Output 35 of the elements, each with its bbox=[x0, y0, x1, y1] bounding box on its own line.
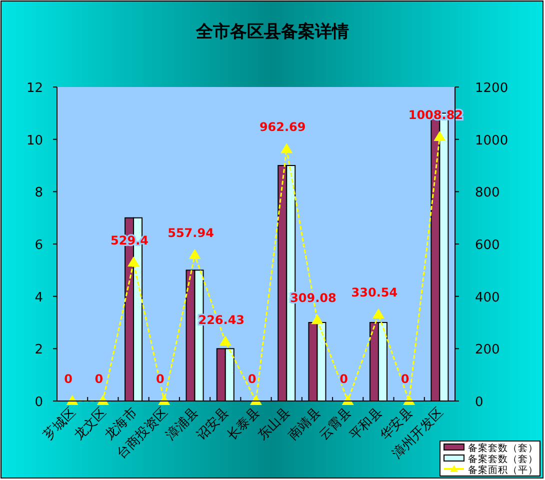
point bbox=[280, 143, 293, 154]
data-label: 0 bbox=[94, 372, 104, 386]
y2-tick-label: 1000 bbox=[475, 133, 508, 148]
legend-label: 备案套数（套） bbox=[468, 453, 538, 465]
legend-label: 备案套数（套） bbox=[468, 442, 538, 454]
y2-tick-label: 800 bbox=[475, 186, 500, 201]
data-label: 0 bbox=[156, 372, 164, 386]
y-tick-label: 8 bbox=[34, 186, 43, 201]
data-label: 330.54 bbox=[351, 286, 398, 300]
y-tick-label: 6 bbox=[34, 238, 43, 253]
data-label: 0 bbox=[400, 372, 410, 386]
data-label: 0 bbox=[340, 372, 348, 386]
point bbox=[219, 336, 232, 346]
point bbox=[434, 131, 446, 142]
y2-tick-label: 1200 bbox=[475, 81, 508, 96]
data-label: 962.69 bbox=[259, 120, 306, 134]
y2-tick-label: 200 bbox=[475, 342, 500, 358]
y-tick-label: 10 bbox=[26, 133, 43, 148]
y2-tick-label: 400 bbox=[475, 290, 500, 306]
point bbox=[66, 395, 78, 405]
y2-tick-label: 600 bbox=[475, 238, 500, 253]
y-tick-label: 2 bbox=[34, 342, 43, 358]
y2-tick-label: 0 bbox=[475, 395, 484, 410]
data-label: 0 bbox=[248, 372, 256, 386]
point bbox=[311, 314, 324, 324]
point bbox=[128, 256, 140, 266]
legend-label: 备案面积（平） bbox=[468, 464, 538, 476]
point bbox=[372, 308, 384, 319]
chart-title: 全市各区县备案详情 bbox=[195, 21, 349, 42]
point bbox=[188, 249, 201, 260]
data-label: 557.94 bbox=[168, 226, 214, 240]
y-tick-label: 4 bbox=[34, 290, 43, 306]
data-label: 0 bbox=[64, 372, 72, 386]
y-tick-label: 12 bbox=[26, 81, 43, 96]
y-tick-label: 0 bbox=[34, 395, 43, 410]
